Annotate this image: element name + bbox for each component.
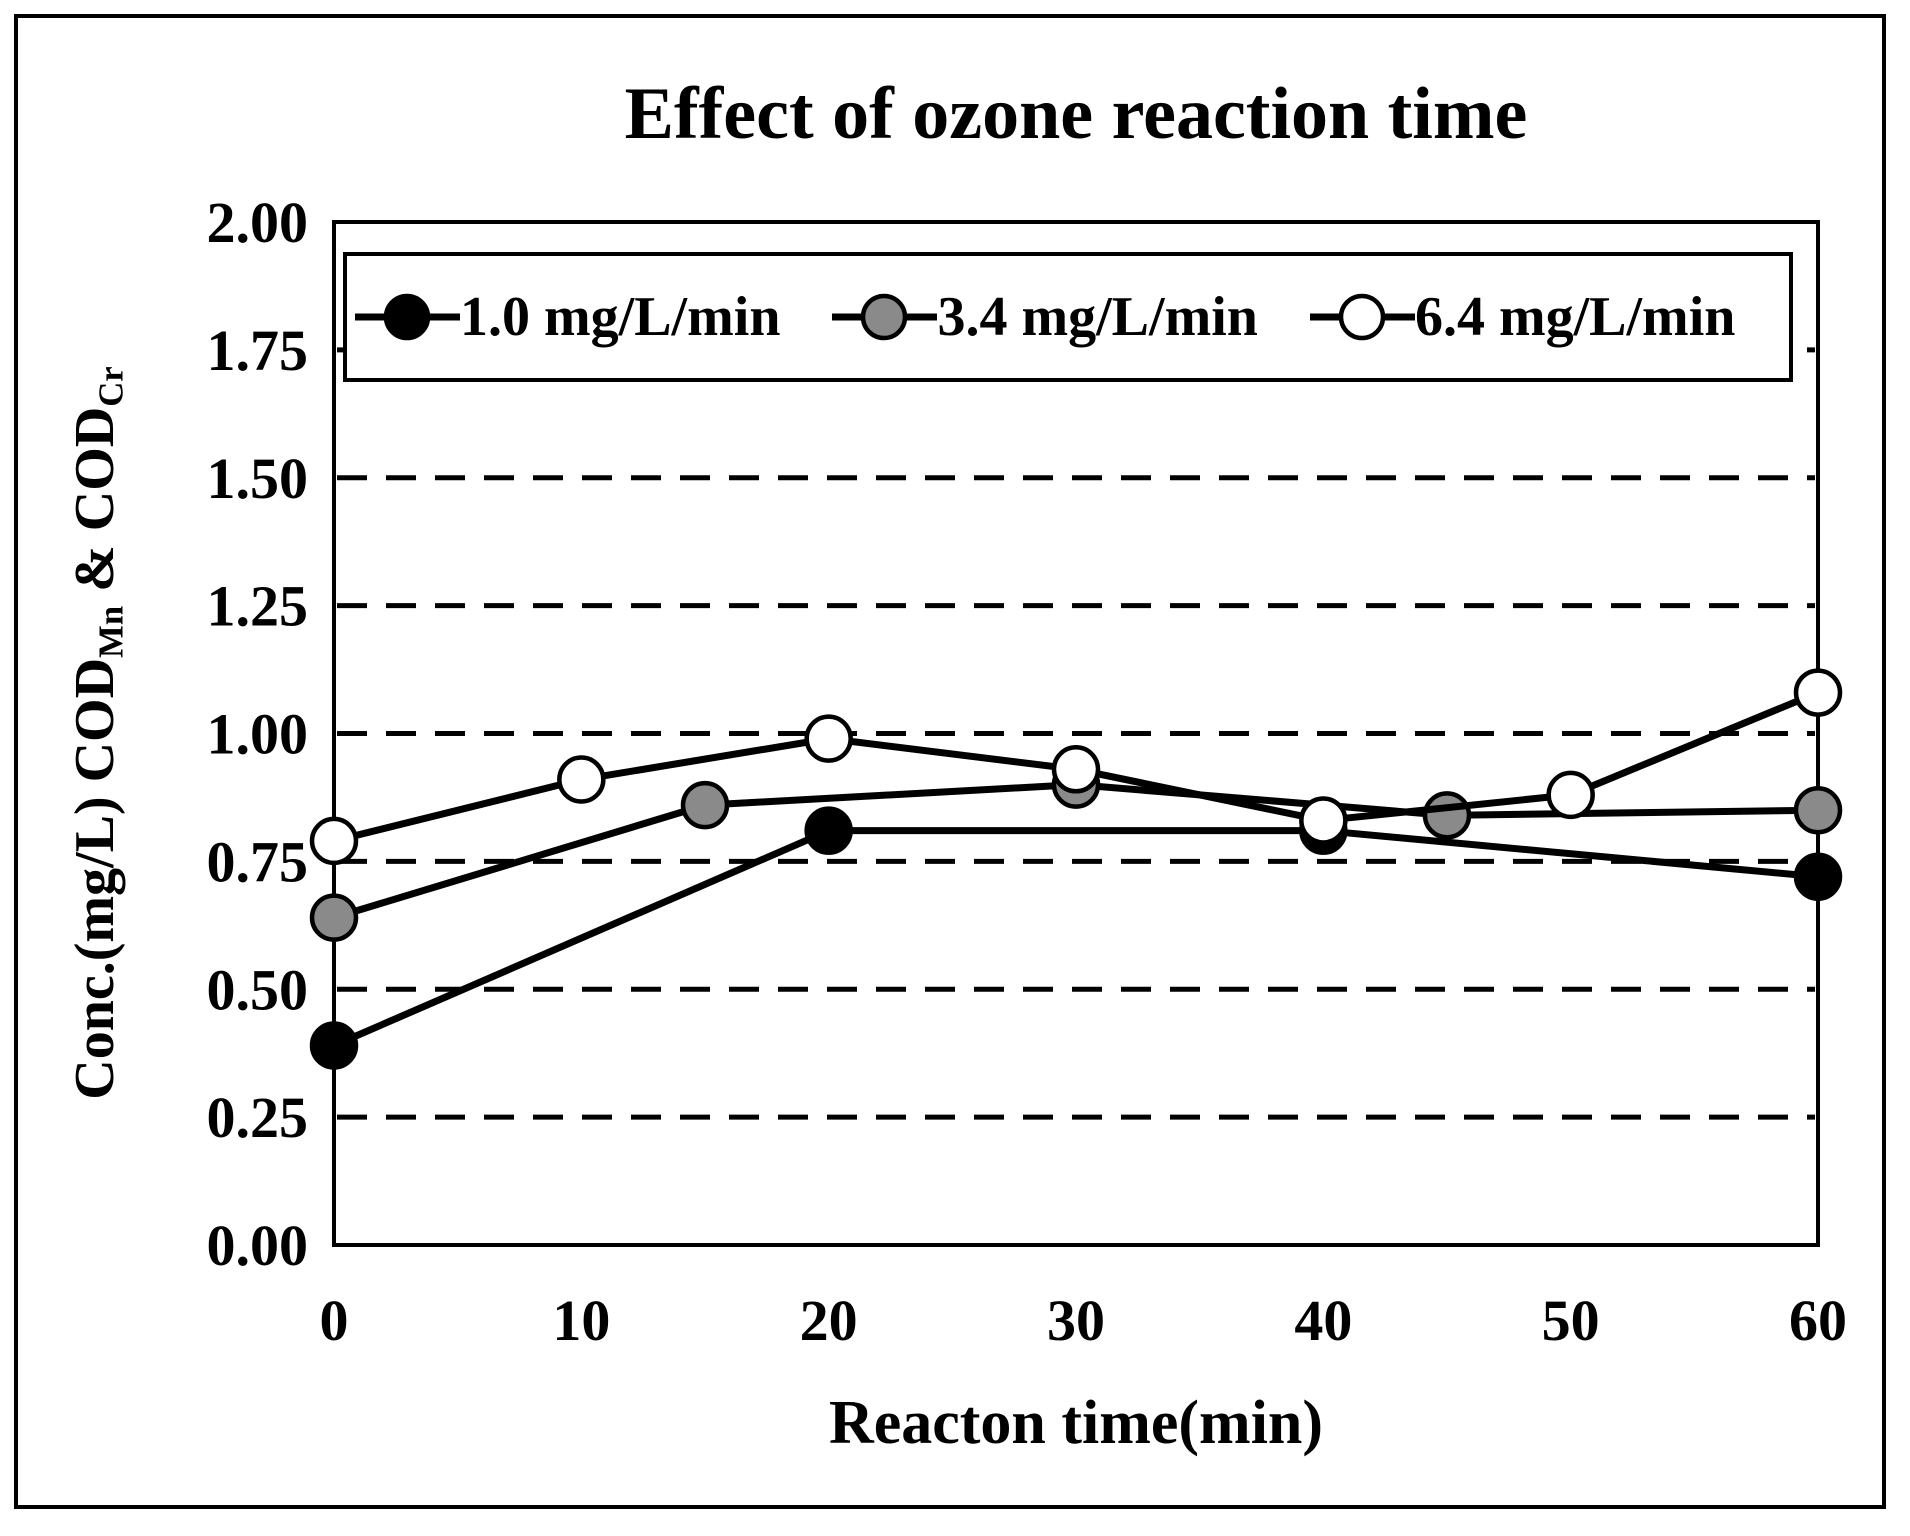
y-tick-label: 2.00 bbox=[207, 190, 309, 255]
data-point-series-1 bbox=[680, 780, 730, 830]
legend-marker-filled-black-circle-icon bbox=[355, 293, 460, 341]
data-point-series-0 bbox=[309, 1021, 359, 1070]
x-tick-label: 60 bbox=[1789, 1288, 1847, 1353]
legend-label: 3.4 mg/L/min bbox=[937, 286, 1258, 348]
y-tick-label: 0.25 bbox=[207, 1085, 309, 1150]
legend-label: 1.0 mg/L/min bbox=[460, 286, 781, 348]
y-axis-title: Conc.(mg/L) CODMn & CODCr bbox=[63, 366, 131, 1100]
data-point-series-2 bbox=[557, 755, 606, 804]
x-tick-label: 30 bbox=[1047, 1288, 1105, 1353]
data-point-series-1 bbox=[309, 893, 359, 942]
legend-marker-open-circle-icon bbox=[1309, 293, 1415, 341]
y-tick-label: 0.50 bbox=[207, 957, 309, 1022]
y-axis-title-subscript-mn: Mn bbox=[91, 605, 131, 658]
x-tick-label: 20 bbox=[800, 1288, 858, 1353]
legend: 1.0 mg/L/min 3.4 mg/L/min 6.4 mg/L/min bbox=[343, 252, 1793, 382]
plot-border bbox=[332, 220, 1820, 1247]
series-line-0 bbox=[332, 827, 1819, 1049]
legend-entry-6.4: 6.4 mg/L/min bbox=[1309, 285, 1736, 349]
data-point-series-2 bbox=[309, 816, 359, 866]
x-tick-label: 10 bbox=[552, 1288, 610, 1353]
y-axis-title-text: Conc.(mg/L) COD bbox=[64, 657, 126, 1100]
data-point-series-0 bbox=[804, 806, 853, 855]
legend-entry-3.4: 3.4 mg/L/min bbox=[832, 285, 1258, 349]
data-point-series-2 bbox=[804, 714, 853, 763]
y-axis-title-text: & COD bbox=[64, 406, 126, 606]
legend-label: 6.4 mg/L/min bbox=[1414, 286, 1736, 348]
data-point-series-1 bbox=[1793, 785, 1843, 835]
chart-title: Effect of ozone reaction time bbox=[624, 73, 1528, 155]
legend-entry-1.0: 1.0 mg/L/min bbox=[355, 285, 780, 349]
y-tick-label: 1.00 bbox=[207, 702, 309, 767]
data-point-series-0 bbox=[1793, 852, 1843, 901]
data-point-series-2 bbox=[1051, 745, 1101, 794]
figure-border bbox=[14, 14, 1886, 1509]
y-tick-label: 1.25 bbox=[207, 574, 309, 639]
data-point-series-2 bbox=[1299, 796, 1348, 845]
y-tick-label: 1.75 bbox=[207, 318, 309, 383]
y-tick-label: 1.50 bbox=[207, 446, 309, 511]
x-tick-label: 50 bbox=[1542, 1288, 1600, 1353]
data-point-series-2 bbox=[1546, 770, 1595, 820]
legend-marker-filled-gray-circle-icon bbox=[832, 293, 938, 341]
x-axis-title: Reacton time(min) bbox=[828, 1389, 1324, 1457]
y-axis-title-subscript-cr: Cr bbox=[91, 366, 131, 407]
y-tick-label: 0.00 bbox=[207, 1213, 309, 1278]
data-point-series-2 bbox=[1793, 668, 1843, 717]
x-tick-label: 0 bbox=[320, 1288, 349, 1353]
data-point-series-1 bbox=[1422, 791, 1472, 840]
x-tick-label: 40 bbox=[1294, 1288, 1352, 1353]
y-tick-label: 0.75 bbox=[207, 829, 309, 894]
